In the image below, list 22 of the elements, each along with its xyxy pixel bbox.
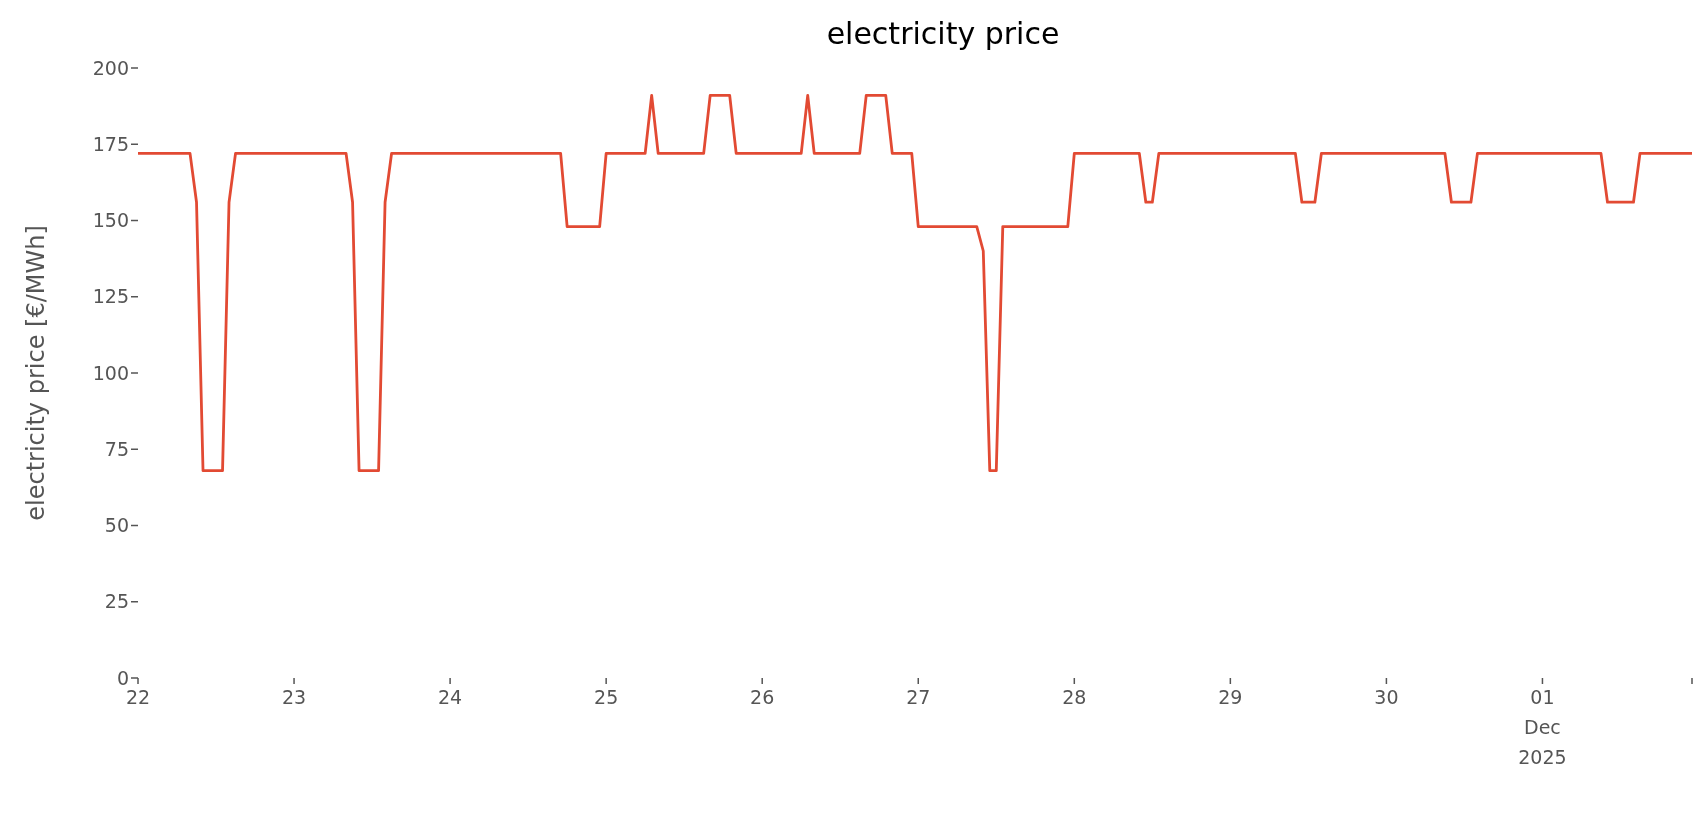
y-tick-label: 25 (104, 590, 129, 613)
x-tick-label: 29 (1218, 686, 1243, 708)
x-tick-label: 23 (281, 686, 307, 708)
y-axis-title: electricity price [€/MWh] (21, 225, 50, 521)
y-tick-label: 150 (92, 209, 129, 232)
chart-title: electricity price (826, 16, 1060, 51)
y-tick-label: 175 (92, 132, 129, 155)
y-tick-label: 125 (92, 285, 129, 308)
y-tick-label: 200 (92, 56, 129, 79)
x-tick-label: 25 (594, 686, 619, 708)
y-tick-label: 0 (116, 666, 129, 689)
x-tick-label: 27 (906, 686, 931, 708)
y-tick-label: 50 (104, 514, 129, 537)
x-tick-label: 24 (438, 686, 463, 708)
x-tick-label: 28 (1062, 686, 1087, 708)
x-tick-label: 30 (1374, 686, 1399, 708)
x-tick-label: 01 Dec 2025 (1518, 686, 1567, 768)
y-tick-label: 100 (92, 361, 129, 384)
x-tick-label: 26 (750, 686, 775, 708)
x-tick-label: 22 (125, 686, 151, 708)
line-series (138, 94, 1692, 472)
y-tick-label: 75 (104, 437, 129, 460)
